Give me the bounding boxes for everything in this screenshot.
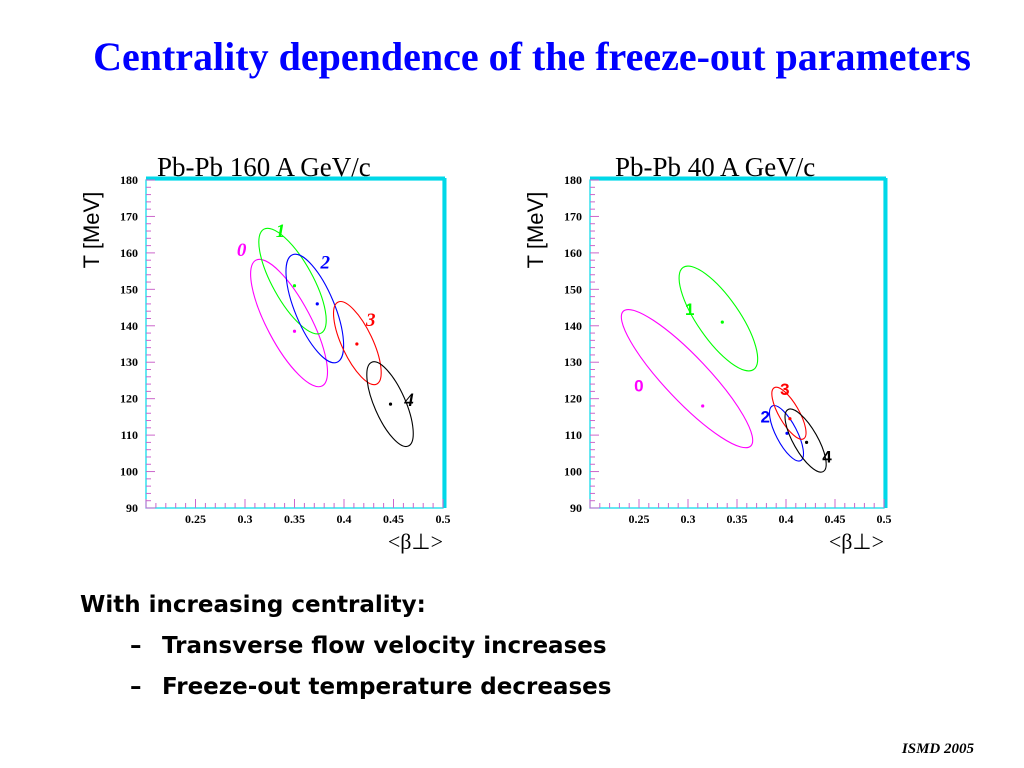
y-tick-label: 110 bbox=[565, 428, 582, 442]
series-label-4: 4 bbox=[822, 447, 832, 466]
y-tick-label: 130 bbox=[120, 355, 138, 369]
series-label-1: 1 bbox=[276, 221, 286, 242]
confidence-ellipse-1 bbox=[258, 227, 327, 335]
y-tick-label: 140 bbox=[120, 319, 138, 333]
confidence-ellipse-0 bbox=[250, 258, 329, 388]
bullet-item-flow: – Transverse flow velocity increases bbox=[80, 629, 611, 670]
y-tick-label: 140 bbox=[564, 319, 582, 333]
series-label-2: 2 bbox=[320, 253, 331, 274]
x-tick-label: 0.3 bbox=[681, 512, 696, 526]
bullet-text: Transverse flow velocity increases bbox=[162, 633, 607, 659]
fit-point-2 bbox=[785, 431, 789, 435]
series-label-3: 3 bbox=[365, 310, 376, 331]
y-tick-label: 100 bbox=[120, 465, 138, 479]
y-tick-label: 90 bbox=[126, 501, 138, 515]
series-label-3: 3 bbox=[780, 380, 789, 399]
fit-point-3 bbox=[788, 417, 792, 421]
slide-title: Centrality dependence of the freeze-out … bbox=[93, 34, 971, 79]
footer-label: ISMD 2005 bbox=[901, 741, 974, 757]
bullet-marker: – bbox=[130, 674, 142, 700]
plot-frame bbox=[145, 179, 444, 509]
confidence-ellipse-4 bbox=[366, 361, 414, 448]
bullet-text: Freeze-out temperature decreases bbox=[162, 674, 612, 700]
confidence-ellipse-2 bbox=[285, 253, 345, 364]
x-tick-label: 0.45 bbox=[383, 512, 404, 526]
series-label-1: 1 bbox=[685, 300, 694, 319]
confidence-ellipse-3 bbox=[333, 301, 382, 386]
y-tick-label: 130 bbox=[564, 355, 582, 369]
y-tick-label: 160 bbox=[564, 246, 582, 260]
y-tick-label: 180 bbox=[120, 173, 138, 187]
y-tick-label: 120 bbox=[564, 392, 582, 406]
fit-point-2 bbox=[315, 302, 319, 306]
series-label-2: 2 bbox=[761, 407, 770, 426]
y-tick-label: 120 bbox=[120, 392, 138, 406]
confidence-ellipse-3 bbox=[771, 386, 807, 440]
series-label-0: 0 bbox=[237, 240, 247, 261]
fit-point-4 bbox=[804, 440, 809, 444]
plot-frame bbox=[589, 179, 885, 509]
confidence-ellipse-0 bbox=[620, 308, 754, 449]
confidence-ellipse-2 bbox=[768, 404, 805, 462]
x-tick-label: 0.4 bbox=[779, 512, 794, 526]
x-tick-label: 0.25 bbox=[629, 512, 650, 526]
x-tick-label: 0.3 bbox=[238, 512, 253, 526]
x-tick-label: 0.5 bbox=[877, 512, 892, 526]
bullet-list: With increasing centrality: – Transverse … bbox=[80, 588, 611, 711]
x-tick-label: 0.4 bbox=[337, 512, 352, 526]
y-tick-label: 100 bbox=[564, 465, 582, 479]
x-tick-label: 0.35 bbox=[284, 512, 305, 526]
series-label-0: 0 bbox=[634, 376, 643, 395]
bullet-heading: With increasing centrality: bbox=[80, 592, 426, 618]
x-tick-label: 0.5 bbox=[436, 512, 451, 526]
fit-point-0 bbox=[292, 329, 297, 333]
fit-point-0 bbox=[701, 404, 705, 408]
fit-point-4 bbox=[388, 402, 393, 406]
fit-point-1 bbox=[292, 284, 297, 288]
y-tick-label: 170 bbox=[564, 209, 582, 223]
x-tick-label: 0.25 bbox=[185, 512, 206, 526]
y-tick-label: 180 bbox=[564, 173, 582, 187]
bullet-marker: – bbox=[130, 633, 142, 659]
x-tick-label: 0.45 bbox=[825, 512, 846, 526]
y-tick-label: 170 bbox=[120, 209, 138, 223]
y-tick-label: 160 bbox=[120, 246, 138, 260]
y-tick-label: 110 bbox=[121, 428, 138, 442]
y-tick-label: 150 bbox=[564, 282, 582, 296]
confidence-ellipse-4 bbox=[784, 408, 827, 473]
fit-point-1 bbox=[720, 320, 724, 324]
confidence-ellipse-1 bbox=[678, 265, 759, 372]
y-tick-label: 150 bbox=[120, 282, 138, 296]
fit-point-3 bbox=[355, 342, 359, 346]
x-tick-label: 0.35 bbox=[727, 512, 748, 526]
y-axis-title: T [MeV] bbox=[523, 192, 548, 269]
y-axis-title: T [MeV] bbox=[79, 192, 104, 269]
x-axis-title: <β⊥> bbox=[388, 529, 443, 554]
y-tick-label: 90 bbox=[570, 501, 582, 515]
series-label-4: 4 bbox=[403, 390, 414, 411]
bullet-item-temperature: – Freeze-out temperature decreases bbox=[80, 670, 611, 711]
x-axis-title: <β⊥> bbox=[829, 529, 884, 554]
